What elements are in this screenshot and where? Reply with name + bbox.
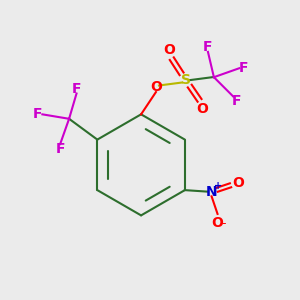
- Text: +: +: [214, 181, 222, 191]
- Text: S: S: [181, 73, 191, 87]
- Text: F: F: [239, 61, 249, 75]
- Text: F: F: [231, 94, 241, 108]
- Text: O: O: [150, 80, 162, 94]
- Text: F: F: [33, 107, 42, 121]
- Text: O: O: [212, 216, 224, 230]
- Text: O: O: [164, 43, 175, 57]
- Text: N: N: [206, 184, 218, 199]
- Text: F: F: [203, 40, 213, 54]
- Text: F: F: [56, 142, 65, 156]
- Text: F: F: [72, 82, 81, 96]
- Text: O: O: [232, 176, 244, 190]
- Text: -: -: [222, 217, 226, 230]
- Text: O: O: [196, 102, 208, 116]
